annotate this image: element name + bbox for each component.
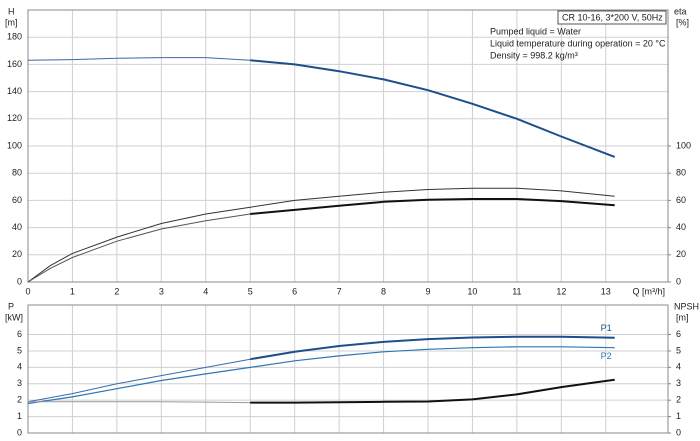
y2-axis-unit: [m] <box>676 312 689 322</box>
curve <box>27 346 615 405</box>
y-tick-label: 100 <box>7 140 22 150</box>
series-label: P1 <box>601 323 612 333</box>
x-tick-label: 2 <box>114 286 119 296</box>
x-tick-label: 6 <box>292 286 297 296</box>
y2-tick-label: 100 <box>676 140 691 150</box>
y2-tick-label: 40 <box>676 222 686 232</box>
curve <box>27 57 251 61</box>
y-tick-label: 0 <box>17 276 22 286</box>
curve <box>27 358 251 403</box>
y2-tick-label: 2 <box>676 395 681 405</box>
x-axis-label: Q [m³/h] <box>632 286 665 296</box>
curve <box>250 378 615 404</box>
y2-axis-label: NPSH <box>674 301 699 311</box>
y-tick-label: 6 <box>17 329 22 339</box>
annotation: Density = 998.2 kg/m³ <box>490 50 578 60</box>
x-tick-label: 4 <box>203 286 208 296</box>
y-tick-label: 80 <box>12 168 22 178</box>
y-tick-label: 5 <box>17 345 22 355</box>
y2-tick-label: 4 <box>676 362 681 372</box>
y2-tick-label: 1 <box>676 411 681 421</box>
y-axis-unit: [m] <box>5 17 18 27</box>
model-label: CR 10-16, 3*200 V, 50Hz <box>562 12 663 22</box>
y2-tick-label: 0 <box>676 427 681 437</box>
x-tick-label: 3 <box>159 286 164 296</box>
x-tick-label: 0 <box>25 286 30 296</box>
y-tick-label: 40 <box>12 222 22 232</box>
y-tick-label: 4 <box>17 362 22 372</box>
y2-axis-label: eta <box>674 6 687 16</box>
annotation: Liquid temperature during operation = 20… <box>490 38 666 48</box>
y2-tick-label: 3 <box>676 378 681 388</box>
y-tick-label: 0 <box>17 427 22 437</box>
y-tick-label: 2 <box>17 395 22 405</box>
model-box <box>557 10 667 25</box>
x-tick-label: 12 <box>556 286 566 296</box>
curve <box>250 59 616 158</box>
x-tick-label: 11 <box>512 286 521 296</box>
y-tick-label: 120 <box>7 113 22 123</box>
curve <box>27 213 251 283</box>
y2-tick-label: 6 <box>676 329 681 339</box>
plot-frame <box>27 9 669 283</box>
y-tick-label: 3 <box>17 378 22 388</box>
y2-tick-label: 0 <box>676 276 681 286</box>
y-axis-label: P <box>8 301 14 311</box>
plot-area <box>28 305 668 433</box>
y-tick-label: 20 <box>12 249 22 259</box>
y2-tick-label: 5 <box>676 345 681 355</box>
x-tick-label: 9 <box>425 286 430 296</box>
x-tick-label: 1 <box>70 286 75 296</box>
curve <box>28 401 251 404</box>
y-tick-label: 60 <box>12 195 22 205</box>
x-tick-label: 10 <box>467 286 477 296</box>
y2-tick-label: 20 <box>676 249 686 259</box>
x-tick-label: 13 <box>601 286 611 296</box>
x-tick-label: 8 <box>381 286 386 296</box>
series-label: P2 <box>601 351 612 361</box>
y2-tick-label: 60 <box>676 195 686 205</box>
y-axis-unit: [kW] <box>5 312 23 322</box>
curve <box>250 198 615 215</box>
x-tick-label: 5 <box>248 286 253 296</box>
annotation: Pumped liquid = Water <box>490 26 581 36</box>
y-axis-label: H <box>8 6 15 16</box>
x-tick-label: 7 <box>337 286 342 296</box>
y-tick-label: 180 <box>7 32 22 42</box>
y2-axis-unit: [%] <box>676 17 689 27</box>
y-tick-label: 140 <box>7 86 22 96</box>
curve <box>27 187 615 283</box>
curve <box>250 335 615 361</box>
y2-tick-label: 80 <box>676 168 686 178</box>
y-tick-label: 160 <box>7 59 22 69</box>
plot-frame <box>27 304 669 434</box>
y-tick-label: 1 <box>17 411 22 421</box>
